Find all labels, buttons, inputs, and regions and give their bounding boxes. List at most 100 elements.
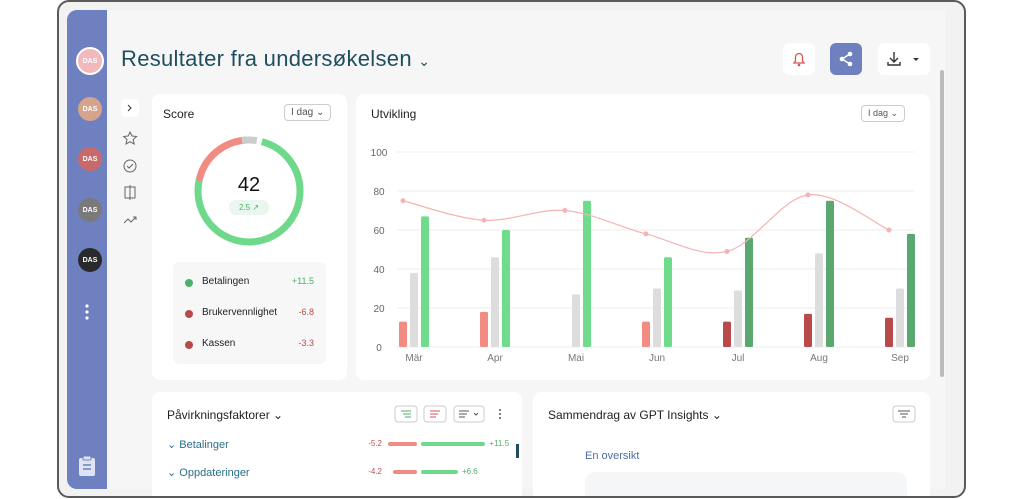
- factor-name: Kassen: [202, 338, 236, 349]
- bar: [745, 237, 753, 347]
- bar: [826, 200, 834, 347]
- bar: [642, 321, 650, 347]
- filter-button[interactable]: [892, 405, 916, 423]
- row-name: ⌄ Oppdateringer: [167, 467, 250, 479]
- score-card: Score I dag ⌄ 42 2.5 ↗ Betalingen +11.5 Br…: [152, 94, 347, 380]
- share-button[interactable]: [830, 43, 862, 75]
- bar: [583, 200, 591, 347]
- y-tick-label: 100: [371, 148, 388, 159]
- app-window: DAS DAS DAS DAS DAS Resultater fra under…: [57, 0, 966, 498]
- chart: 0 20 40 60 80 100 Mär Apr Mai Jun Jul Aug Sep: [371, 148, 915, 364]
- y-tick-label: 80: [373, 187, 385, 198]
- factor-value: +11.5: [291, 276, 314, 286]
- avatar[interactable]: DAS: [78, 198, 102, 222]
- positive-value: +6.6: [461, 467, 478, 476]
- factor-value: -3.3: [298, 338, 314, 348]
- x-tick-label: Jun: [649, 353, 665, 364]
- period-dropdown[interactable]: I dag ⌄: [284, 104, 332, 121]
- positive-bar: [421, 442, 486, 446]
- title-text: Sammendrag av GPT Insights: [548, 408, 709, 422]
- line-point: [886, 227, 892, 233]
- trend-card: Utvikling I dag ⌄ 0 20 40 60 80 100 Mär Apr Mai J…: [356, 94, 930, 380]
- card-title: Score: [163, 107, 195, 121]
- line-point: [724, 248, 730, 254]
- bar: [907, 233, 915, 347]
- sidebar: DAS DAS DAS DAS DAS: [67, 10, 107, 489]
- negative-bar: [393, 470, 417, 474]
- bar: [723, 321, 731, 347]
- clipboard-icon[interactable]: [78, 455, 96, 477]
- y-tick-label: 20: [373, 304, 385, 315]
- factor-name: Brukervennlighet: [202, 307, 278, 318]
- delta-text: 2.5: [238, 203, 251, 212]
- factor-dot: [185, 279, 193, 287]
- bar: [734, 290, 742, 347]
- negative-bar: [387, 442, 417, 446]
- x-tick-label: Mär: [405, 353, 423, 364]
- x-tick-label: Jul: [732, 353, 745, 364]
- bar: [653, 288, 661, 347]
- title-text: Påvirkningsfaktorer: [167, 408, 270, 422]
- more-menu[interactable]: [83, 302, 91, 322]
- x-tick-label: Apr: [487, 353, 503, 364]
- bar: [410, 272, 418, 347]
- page-title[interactable]: Resultater fra undersøkelsen ⌄: [121, 46, 431, 71]
- line-point: [400, 198, 406, 204]
- card-title: Utvikling: [371, 107, 417, 121]
- avatar[interactable]: DAS: [78, 147, 102, 171]
- y-tick-label: 40: [373, 265, 385, 276]
- line-point: [562, 208, 568, 213]
- overview-link[interactable]: En oversikt: [585, 450, 640, 462]
- positive-value: +11.5: [489, 439, 510, 448]
- y-tick-label: 0: [376, 343, 382, 354]
- dropdown-label: I dag: [291, 107, 314, 118]
- bar: [815, 253, 823, 347]
- row-name: ⌄ Betalinger: [167, 439, 229, 451]
- bar: [896, 288, 904, 347]
- bar: [502, 230, 510, 347]
- avatar[interactable]: DAS: [76, 47, 104, 75]
- line-point: [805, 192, 811, 198]
- bar: [885, 317, 893, 347]
- x-tick-label: Mai: [568, 353, 584, 364]
- influence-card: Påvirkningsfaktorer ⌄ ⌄ Betalinger -5.2 +1…: [152, 392, 522, 496]
- scrollbar[interactable]: [516, 444, 519, 458]
- summary-box: [585, 472, 907, 496]
- bar: [399, 321, 407, 347]
- bar: [480, 311, 488, 347]
- factor-value: -6.8: [298, 307, 314, 317]
- x-tick-label: Aug: [810, 353, 828, 364]
- y-tick-label: 60: [373, 226, 385, 237]
- avatar[interactable]: DAS: [78, 248, 102, 272]
- toolbar[interactable]: [394, 405, 504, 425]
- bar: [664, 257, 672, 347]
- notification-button[interactable]: [783, 43, 815, 75]
- card-title[interactable]: Påvirkningsfaktorer ⌄: [167, 408, 284, 422]
- factor-name: Betalingen: [202, 276, 250, 287]
- title-text: Resultater fra undersøkelsen: [121, 46, 412, 71]
- dropdown-label: I dag: [868, 108, 889, 118]
- line-point: [481, 217, 487, 223]
- period-dropdown[interactable]: I dag ⌄: [861, 105, 906, 122]
- card-title[interactable]: Sammendrag av GPT Insights ⌄: [548, 408, 722, 422]
- bar: [572, 294, 580, 347]
- tool-column: [107, 92, 145, 492]
- positive-bar: [421, 470, 458, 474]
- avatar[interactable]: DAS: [78, 97, 102, 121]
- line-point: [643, 231, 649, 237]
- insights-card: Sammendrag av GPT Insights ⌄ En oversikt: [533, 392, 930, 496]
- scrollbar[interactable]: [940, 70, 944, 377]
- negative-value: -5.2: [368, 439, 382, 448]
- bar: [804, 313, 812, 347]
- bar: [491, 257, 499, 347]
- negative-value: -4.2: [368, 467, 382, 476]
- influence-list: ⌄ Betalinger -5.2 +11.5 ⌄ Oppdateringer -4.2…: [152, 432, 522, 496]
- score-gauge: [194, 136, 304, 246]
- score-value: 42: [237, 174, 261, 196]
- trend-line: [402, 194, 890, 254]
- score-delta: 2.5 ↗: [229, 200, 269, 215]
- factor-list: Betalingen +11.5 Brukervennlighet -6.8 Kasse…: [173, 262, 326, 364]
- factor-dot: [185, 310, 193, 318]
- download-button[interactable]: [878, 43, 930, 75]
